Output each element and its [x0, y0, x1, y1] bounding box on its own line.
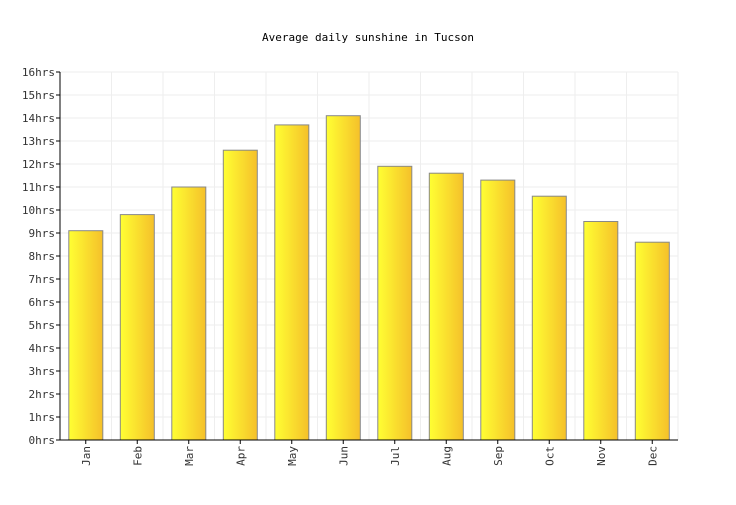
bar-feb [119, 214, 155, 441]
x-tick-label: Jan [80, 446, 93, 466]
x-tick-label: Dec [646, 446, 659, 466]
chart-title: Average daily sunshine in Tucson [262, 31, 474, 44]
bar-aug [428, 172, 464, 441]
x-tick-label: May [286, 446, 299, 466]
x-tick-label: Aug [440, 446, 453, 466]
x-tick-label: Jul [389, 446, 402, 466]
bar-may [274, 124, 310, 441]
x-tick-labels: Jan Feb Mar Apr May Jun Jul Aug Sep Oct Nov Dec [80, 440, 659, 466]
y-tick-label: 0hrs [29, 434, 56, 447]
y-tick-label: 15hrs [22, 89, 55, 102]
y-tick-label: 1hrs [29, 411, 56, 424]
y-tick-label: 11hrs [22, 181, 55, 194]
y-tick-label: 8hrs [29, 250, 56, 263]
x-tick-label: Nov [595, 446, 608, 466]
y-tick-label: 4hrs [29, 342, 56, 355]
bar-nov [583, 221, 619, 441]
bar-jul [377, 165, 413, 441]
x-tick-label: Feb [131, 446, 144, 466]
y-tick-label: 2hrs [29, 388, 56, 401]
y-tick-label: 10hrs [22, 204, 55, 217]
x-tick-label: Sep [492, 446, 505, 466]
bar-dec [634, 241, 670, 441]
bar-sep [480, 179, 516, 441]
x-tick-label: Oct [543, 446, 556, 466]
bar-apr [222, 149, 258, 441]
bar-mar [171, 186, 207, 441]
y-tick-label: 12hrs [22, 158, 55, 171]
x-tick-label: Jun [337, 446, 350, 466]
y-tick-label: 16hrs [22, 66, 55, 79]
y-tick-labels: 0hrs 1hrs 2hrs 3hrs 4hrs 5hrs 6hrs 7hrs 8hrs 9hrs… [22, 66, 60, 447]
y-tick-label: 7hrs [29, 273, 56, 286]
bar-jun [325, 115, 361, 441]
y-tick-label: 6hrs [29, 296, 56, 309]
y-tick-label: 5hrs [29, 319, 56, 332]
gridlines [60, 71, 679, 440]
x-tick-label: Mar [183, 446, 196, 466]
y-tick-label: 9hrs [29, 227, 56, 240]
bar-jan [68, 230, 104, 441]
bars [68, 115, 670, 441]
y-tick-label: 13hrs [22, 135, 55, 148]
y-tick-label: 3hrs [29, 365, 56, 378]
bar-oct [531, 195, 567, 441]
y-tick-label: 14hrs [22, 112, 55, 125]
x-tick-label: Apr [234, 446, 247, 466]
